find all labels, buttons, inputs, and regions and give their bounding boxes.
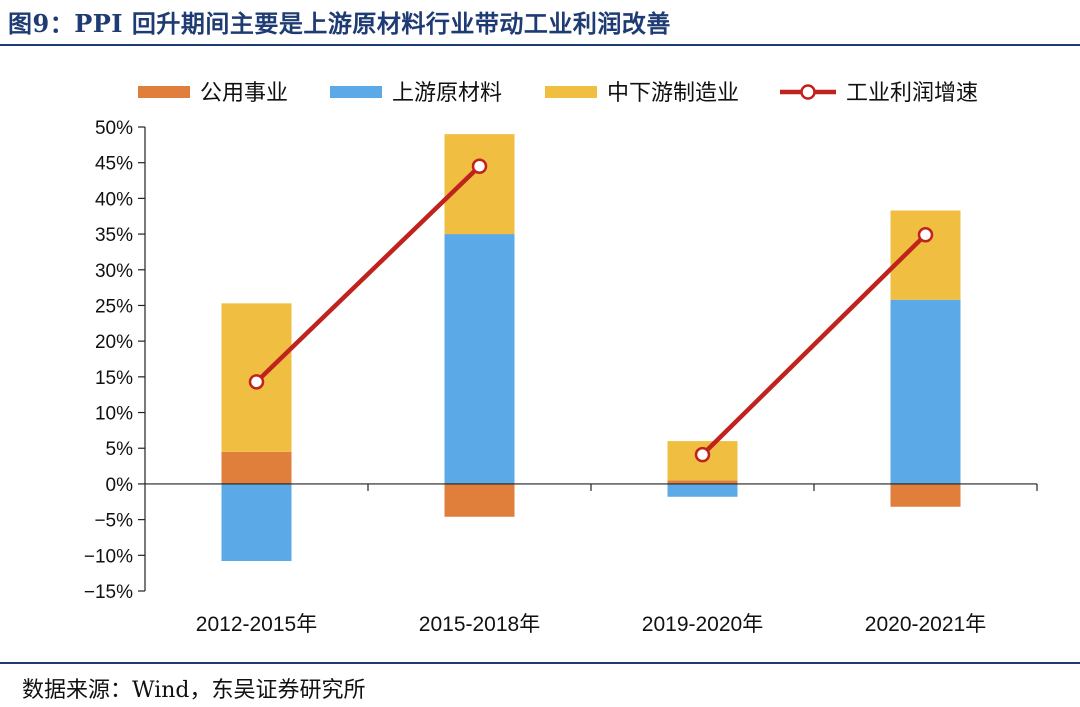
bar-series-2-cat-3	[667, 483, 738, 497]
y-tick-label: 15%	[95, 368, 133, 389]
y-tick-label: 35%	[95, 225, 133, 246]
line-point-series-4-cat-2	[471, 158, 488, 175]
y-tick-label: 0%	[106, 475, 134, 496]
y-tick-label: −15%	[84, 582, 133, 603]
y-tick-label: 45%	[95, 154, 133, 175]
bars	[221, 134, 961, 562]
y-tick-label: −10%	[84, 546, 133, 567]
x-tick-label: 2015-2018年	[419, 613, 540, 636]
title-divider	[0, 44, 1080, 46]
legend-swatch-series-1	[138, 86, 190, 98]
y-tick-label: 25%	[95, 296, 133, 317]
legend-label-series-3: 中下游制造业	[607, 80, 739, 105]
y-tick-label: 10%	[95, 404, 133, 425]
chart: 公用事业 上游原材料 中下游制造业 工业利润增速 −15% −10% −5% 0% 5% 10%…	[84, 80, 1038, 636]
source-note: 数据来源：Wind，东吴证券研究所	[22, 678, 366, 703]
line-point-series-4-cat-4	[917, 227, 934, 243]
x-tick-label: 2019-2020年	[642, 613, 763, 636]
line-point-series-4-cat-3	[694, 446, 711, 463]
x-tick-label: 2012-2015年	[196, 613, 317, 636]
legend: 公用事业 上游原材料 中下游制造业 工业利润增速	[138, 80, 978, 105]
bar-series-3-cat-2	[444, 134, 515, 235]
y-tick-label: 20%	[95, 332, 133, 353]
figure-title: 图9：PPI 回升期间主要是上游原材料行业带动工业利润改善	[8, 9, 671, 38]
bar-series-1-cat-1	[221, 451, 292, 484]
bar-series-1-cat-2	[444, 483, 515, 517]
bar-series-2-cat-2	[444, 234, 515, 484]
line-series	[248, 158, 934, 463]
line-segment-series-4	[700, 232, 928, 457]
line-segment-series-4	[254, 164, 482, 385]
x-tick-label: 2020-2021年	[865, 613, 986, 636]
y-tick-label: 30%	[95, 261, 133, 282]
bar-series-2-cat-1	[221, 483, 292, 562]
y-tick-label: 5%	[106, 439, 134, 460]
y-tick-label: 50%	[95, 118, 133, 139]
legend-swatch-series-2	[330, 86, 382, 98]
y-tick-label: −5%	[94, 511, 133, 532]
bar-series-2-cat-4	[890, 299, 961, 484]
y-tick-label: 40%	[95, 189, 133, 210]
footer-divider	[0, 662, 1080, 664]
legend-label-series-4: 工业利润增速	[846, 80, 978, 105]
bar-series-1-cat-3	[667, 480, 738, 484]
y-axis: −15% −10% −5% 0% 5% 10% 15% 20% 25% 30% 35% 40% 45% 5…	[84, 118, 146, 603]
bar-series-3-cat-4	[890, 210, 961, 300]
line-point-series-4-cat-1	[248, 374, 265, 390]
legend-label-series-1: 公用事业	[200, 80, 288, 105]
legend-swatch-marker-series-4	[800, 84, 816, 100]
bar-series-1-cat-4	[890, 483, 961, 507]
legend-label-series-2: 上游原材料	[392, 80, 502, 105]
x-axis: 2012-2015年 2015-2018年 2019-2020年 2020-2021年	[145, 483, 1038, 636]
legend-swatch-series-3	[545, 86, 597, 98]
